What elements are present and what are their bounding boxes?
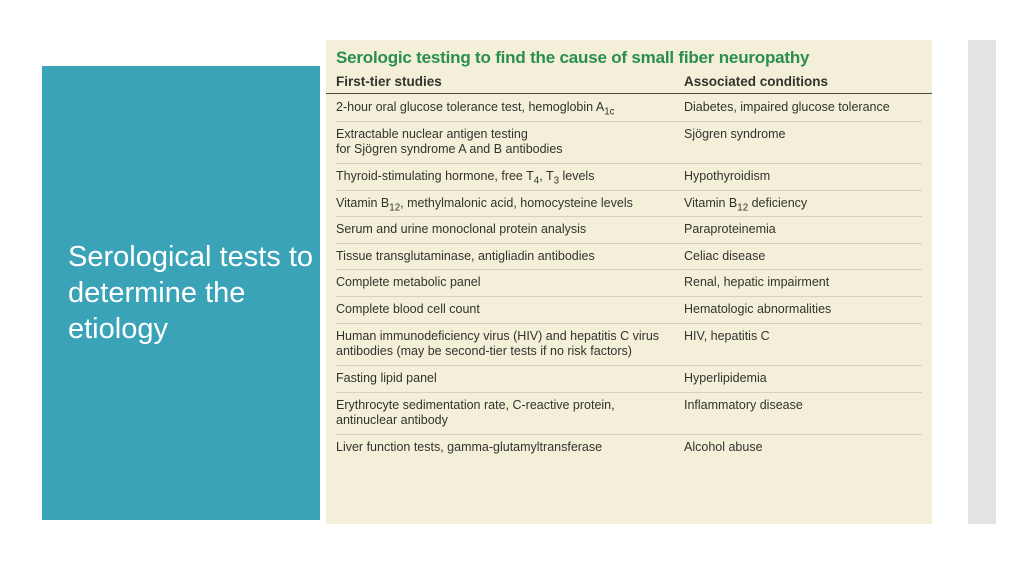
left-margin <box>0 0 42 576</box>
table-row: Vitamin B12, methylmalonic acid, homocys… <box>336 190 922 217</box>
study-cell: Erythrocyte sedimentation rate, C-reacti… <box>336 398 684 429</box>
table-row: Complete blood cell countHematologic abn… <box>336 296 922 323</box>
condition-cell: Paraproteinemia <box>684 222 922 238</box>
table-container: Serologic testing to find the cause of s… <box>326 40 932 524</box>
study-cell: Human immunodeficiency virus (HIV) and h… <box>336 329 684 360</box>
table-row: Thyroid-stimulating hormone, free T4, T3… <box>336 163 922 190</box>
condition-cell: Hematologic abnormalities <box>684 302 922 318</box>
right-strip <box>968 40 996 524</box>
table-row: Complete metabolic panelRenal, hepatic i… <box>336 269 922 296</box>
study-cell: Thyroid-stimulating hormone, free T4, T3… <box>336 169 684 185</box>
condition-cell: Diabetes, impaired glucose tolerance <box>684 100 922 116</box>
study-cell: 2-hour oral glucose tolerance test, hemo… <box>336 100 684 116</box>
study-cell: Tissue transglutaminase, antigliadin ant… <box>336 249 684 265</box>
column-header-studies: First-tier studies <box>336 74 684 89</box>
table-row: 2-hour oral glucose tolerance test, hemo… <box>336 94 922 121</box>
condition-cell: Hypothyroidism <box>684 169 922 185</box>
table-row: Liver function tests, gamma-glutamyltran… <box>336 434 922 461</box>
slide-title: Serological tests to determine the etiol… <box>68 239 320 348</box>
table-row: Serum and urine monoclonal protein analy… <box>336 216 922 243</box>
study-cell: Liver function tests, gamma-glutamyltran… <box>336 440 684 456</box>
study-cell: Complete blood cell count <box>336 302 684 318</box>
condition-cell: Hyperlipidemia <box>684 371 922 387</box>
study-cell: Serum and urine monoclonal protein analy… <box>336 222 684 238</box>
study-cell: Fasting lipid panel <box>336 371 684 387</box>
sidebar: Serological tests to determine the etiol… <box>42 66 320 520</box>
condition-cell: HIV, hepatitis C <box>684 329 922 360</box>
study-cell: Extractable nuclear antigen testingfor S… <box>336 127 684 158</box>
study-cell: Vitamin B12, methylmalonic acid, homocys… <box>336 196 684 212</box>
table-row: Human immunodeficiency virus (HIV) and h… <box>336 323 922 365</box>
table-header: First-tier studies Associated conditions <box>326 72 932 94</box>
table-row: Extractable nuclear antigen testingfor S… <box>336 121 922 163</box>
column-header-conditions: Associated conditions <box>684 74 922 89</box>
table-body: 2-hour oral glucose tolerance test, hemo… <box>326 94 932 460</box>
condition-cell: Celiac disease <box>684 249 922 265</box>
condition-cell: Inflammatory disease <box>684 398 922 429</box>
condition-cell: Renal, hepatic impairment <box>684 275 922 291</box>
study-cell: Complete metabolic panel <box>336 275 684 291</box>
table-title: Serologic testing to find the cause of s… <box>326 40 932 72</box>
table-row: Tissue transglutaminase, antigliadin ant… <box>336 243 922 270</box>
condition-cell: Sjögren syndrome <box>684 127 922 158</box>
condition-cell: Alcohol abuse <box>684 440 922 456</box>
condition-cell: Vitamin B12 deficiency <box>684 196 922 212</box>
table-row: Erythrocyte sedimentation rate, C-reacti… <box>336 392 922 434</box>
table-row: Fasting lipid panelHyperlipidemia <box>336 365 922 392</box>
